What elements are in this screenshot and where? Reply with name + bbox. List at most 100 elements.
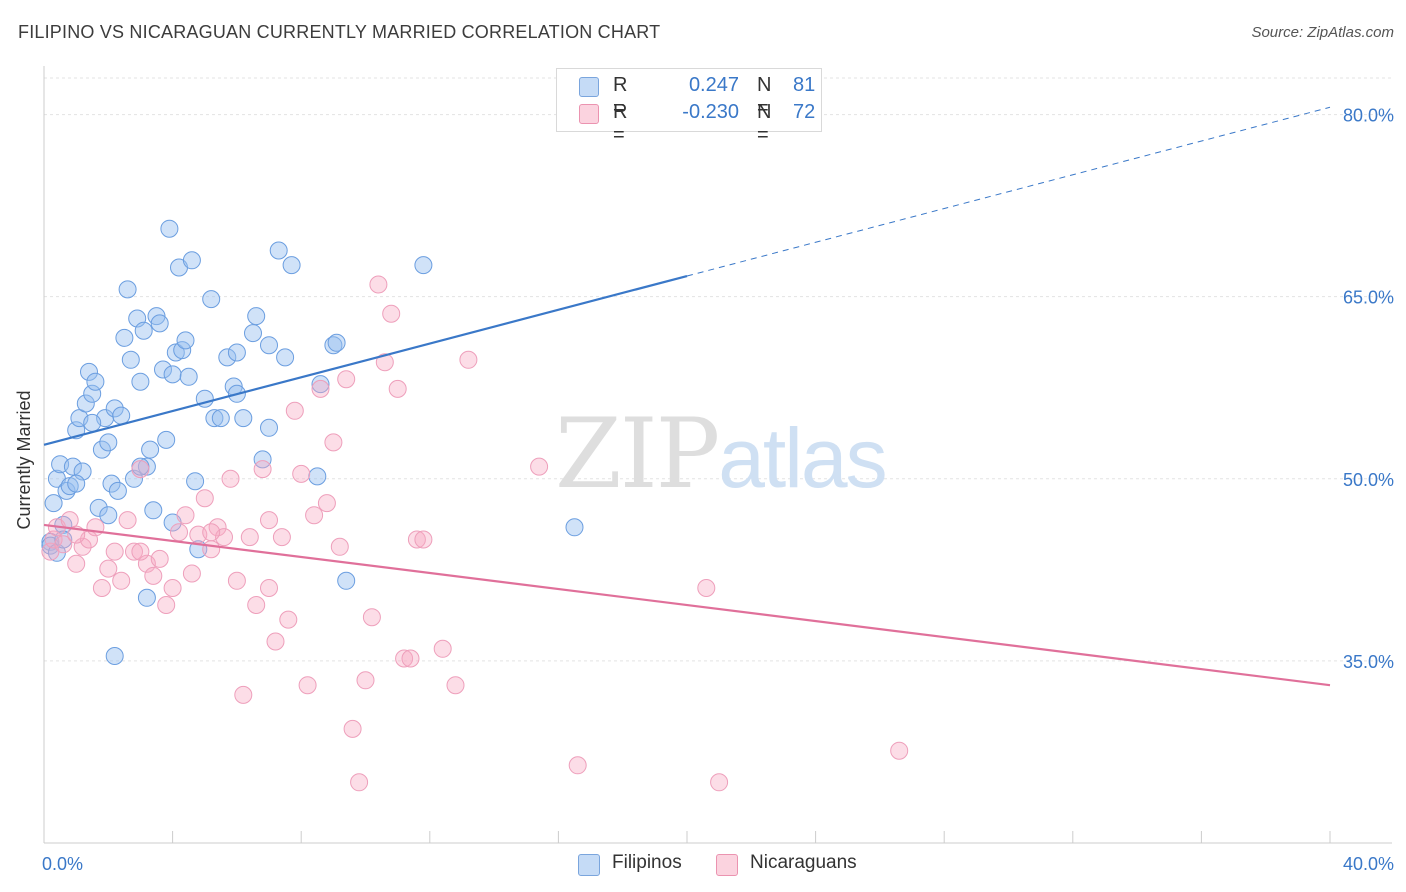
nicaraguan-point bbox=[105, 542, 124, 561]
filipino-point bbox=[205, 409, 224, 428]
filipino-point bbox=[44, 494, 63, 513]
nicaraguan-point bbox=[266, 632, 285, 651]
legend-n-label: N = bbox=[757, 101, 772, 146]
filipino-point bbox=[112, 406, 131, 425]
legend-label-nicaraguans: Nicaraguans bbox=[750, 852, 857, 873]
filipino-point bbox=[150, 314, 169, 333]
legend-n-value: 81 bbox=[793, 74, 816, 96]
filipino-point bbox=[157, 430, 176, 449]
nicaraguan-point bbox=[388, 379, 407, 398]
nicaraguan-point bbox=[369, 275, 388, 294]
nicaraguan-point bbox=[221, 469, 240, 488]
filipino-point bbox=[260, 418, 278, 437]
nicaraguan-point bbox=[279, 610, 298, 629]
y-tick-label: 65.0% bbox=[1343, 288, 1394, 308]
nicaraguan-point bbox=[202, 523, 221, 542]
chart-title: FILIPINO VS NICARAGUAN CURRENTLY MARRIED… bbox=[18, 22, 661, 42]
legend-swatch-nicaraguans bbox=[579, 104, 599, 124]
nicaraguan-point bbox=[54, 535, 73, 554]
nicaraguan-point bbox=[433, 639, 452, 658]
nicaraguan-point bbox=[330, 537, 349, 556]
filipino-point bbox=[227, 343, 246, 362]
filipino-point bbox=[176, 331, 195, 350]
nicaraguan-point bbox=[131, 460, 150, 479]
filipino-point bbox=[186, 472, 205, 491]
filipino-point bbox=[144, 501, 163, 520]
filipino-point bbox=[154, 360, 172, 379]
filipino-point bbox=[244, 324, 262, 343]
filipino-point bbox=[234, 409, 253, 428]
nicaraguan-point bbox=[356, 671, 375, 690]
filipino-point bbox=[83, 413, 102, 432]
filipino-point bbox=[565, 518, 584, 537]
y-tick-label: 50.0% bbox=[1343, 470, 1394, 490]
filipino-point bbox=[211, 409, 230, 428]
nicaraguan-point bbox=[163, 579, 182, 597]
nicaraguan-point bbox=[414, 530, 433, 549]
filipino-point bbox=[76, 394, 95, 413]
nicaraguan-point bbox=[227, 571, 246, 590]
nicaraguan-point bbox=[305, 506, 324, 525]
filipino-point bbox=[121, 350, 140, 369]
filipino-point bbox=[327, 333, 346, 352]
nicaraguan-point bbox=[131, 542, 150, 561]
filipino-point bbox=[179, 367, 198, 386]
nicaraguan-point bbox=[459, 350, 478, 369]
filipino-point bbox=[141, 440, 160, 459]
axes bbox=[43, 66, 1392, 844]
filipino-point bbox=[86, 372, 105, 391]
trend-lines bbox=[43, 106, 1331, 687]
filipino-point bbox=[160, 219, 179, 238]
filipino-point bbox=[134, 321, 153, 340]
filipino-point bbox=[260, 336, 278, 355]
legend-r-label: R = bbox=[613, 101, 628, 146]
y-axis-label-text: Currently Married bbox=[14, 390, 34, 530]
filipino-trend-extension bbox=[686, 106, 1331, 277]
filipino-point bbox=[67, 474, 86, 493]
nicaraguan-point bbox=[118, 511, 137, 530]
nicaraguan-point bbox=[125, 542, 143, 561]
filipino-point bbox=[57, 481, 76, 500]
nicaraguan-point bbox=[285, 401, 304, 420]
nicaraguan-point bbox=[234, 685, 253, 704]
nicaraguan-point bbox=[298, 676, 317, 695]
nicaraguan-point bbox=[150, 549, 169, 568]
nicaraguan-point bbox=[446, 676, 465, 695]
y-axis-label: Currently Married bbox=[14, 321, 35, 529]
filipino-point bbox=[182, 251, 201, 270]
nicaraguan-point bbox=[253, 460, 272, 479]
filipino-point bbox=[202, 290, 221, 309]
filipino-point bbox=[276, 348, 295, 367]
filipino-trend-line bbox=[43, 274, 688, 446]
filipino-point bbox=[63, 457, 82, 476]
nicaraguan-point bbox=[195, 489, 214, 508]
filipino-point bbox=[337, 571, 356, 590]
nicaraguan-point bbox=[407, 530, 426, 549]
nicaraguan-trend-line bbox=[43, 523, 1331, 687]
filipino-point bbox=[89, 498, 108, 517]
nicaraguan-point bbox=[176, 506, 195, 525]
nicaraguan-point bbox=[99, 559, 118, 578]
nicaraguan-point bbox=[395, 649, 414, 668]
nicaraguan-point bbox=[362, 608, 381, 627]
filipino-point bbox=[311, 375, 330, 394]
nicaraguan-point bbox=[697, 579, 716, 597]
stats-legend: R = 0.247 N = 81 R = -0.230 N = 72 bbox=[556, 68, 822, 146]
nicaraguan-point bbox=[182, 564, 201, 583]
filipino-point bbox=[414, 256, 433, 275]
legend-n-label: N = bbox=[757, 74, 772, 119]
y-tick-label: 80.0% bbox=[1343, 106, 1394, 126]
nicaraguan-point bbox=[112, 571, 131, 590]
nicaraguan-point bbox=[240, 528, 259, 547]
nicaraguan-point bbox=[890, 741, 909, 760]
source-note: Source: ZipAtlas.com bbox=[1251, 24, 1394, 41]
filipino-point bbox=[218, 348, 237, 367]
filipino-point bbox=[163, 365, 182, 384]
filipino-point bbox=[115, 328, 134, 347]
nicaraguan-point bbox=[86, 518, 105, 537]
tick-labels: 35.0% 50.0% 65.0% 80.0% 0.0% 40.0% bbox=[42, 106, 1394, 874]
nicaraguan-point bbox=[202, 540, 221, 559]
filipino-point bbox=[80, 362, 98, 381]
nicaraguan-point bbox=[170, 523, 188, 542]
